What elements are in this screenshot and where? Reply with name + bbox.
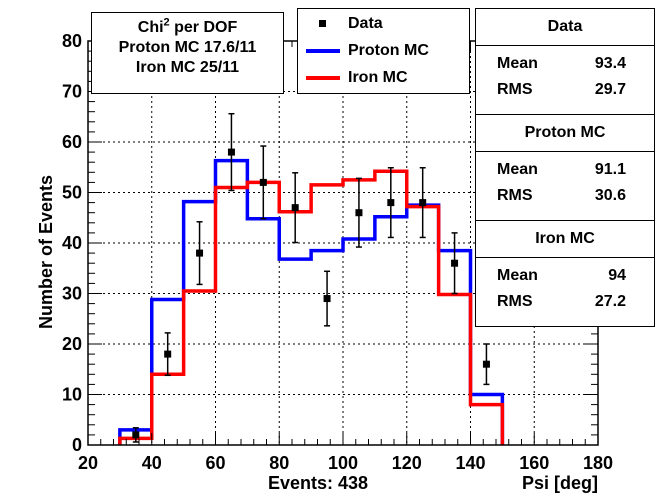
marker bbox=[451, 259, 459, 267]
y-tick-label: 40 bbox=[62, 233, 82, 253]
y-tick-label: 50 bbox=[62, 183, 82, 203]
x-tick-label: 160 bbox=[519, 453, 549, 473]
y-tick-label: 70 bbox=[62, 82, 82, 102]
data-point-65 bbox=[227, 112, 235, 192]
data-marker-icon bbox=[306, 20, 340, 28]
data-point-45 bbox=[164, 332, 172, 377]
iron-line-icon bbox=[306, 75, 340, 81]
data-point-75 bbox=[259, 145, 267, 220]
y-tick-label: 80 bbox=[62, 31, 82, 51]
y-tick-label: 20 bbox=[62, 334, 82, 354]
x-tick-label: 120 bbox=[392, 453, 422, 473]
y-tick-label: 30 bbox=[62, 284, 82, 304]
y-tick-label: 10 bbox=[62, 385, 82, 405]
x-tick-label: 100 bbox=[328, 453, 358, 473]
stats-title-data: Data bbox=[475, 8, 655, 46]
marker bbox=[291, 204, 299, 212]
y-tick-label: 0 bbox=[72, 435, 82, 455]
legend-entry-proton: Proton MC bbox=[306, 39, 429, 63]
x-tick-label: 80 bbox=[269, 453, 289, 473]
marker bbox=[227, 148, 235, 156]
stats-values-data: Mean 93.4 RMS 29.7 bbox=[475, 45, 655, 115]
marker bbox=[164, 350, 172, 358]
events-count: Events: 438 bbox=[268, 473, 368, 493]
legend-entry-data: Data bbox=[306, 12, 383, 36]
data-point-95 bbox=[323, 270, 331, 327]
chi2-box: Chi2 per DOF Proton MC 17.6/11 Iron MC 2… bbox=[91, 12, 284, 94]
legend: Data Proton MC Iron MC bbox=[297, 8, 470, 94]
marker bbox=[323, 295, 331, 303]
chi2-title: Chi2 per DOF bbox=[137, 16, 238, 36]
x-tick-label: 40 bbox=[142, 453, 162, 473]
proton-line-icon bbox=[306, 48, 340, 54]
data-point-55 bbox=[196, 221, 204, 286]
data-point-125 bbox=[419, 167, 427, 239]
data-point-115 bbox=[387, 167, 395, 239]
stats-title-iron: Iron MC bbox=[475, 220, 655, 258]
data-point-85 bbox=[291, 172, 299, 244]
step-iron-mc bbox=[118, 169, 505, 445]
marker bbox=[387, 199, 395, 207]
legend-entry-iron: Iron MC bbox=[306, 66, 408, 90]
x-tick-label: 180 bbox=[583, 453, 613, 473]
x-tick-label: 60 bbox=[205, 453, 225, 473]
x-tick-label: 20 bbox=[78, 453, 98, 473]
x-tick-label: 140 bbox=[455, 453, 485, 473]
marker bbox=[132, 431, 140, 439]
series-layer bbox=[118, 112, 505, 445]
y-tick-label: 60 bbox=[62, 132, 82, 152]
marker bbox=[355, 209, 363, 217]
marker bbox=[196, 249, 204, 257]
data-point-35 bbox=[132, 427, 140, 443]
data-point-105 bbox=[355, 177, 363, 248]
marker bbox=[259, 178, 267, 186]
data-point-135 bbox=[451, 232, 459, 295]
x-axis-label: Psi [deg] bbox=[522, 473, 598, 493]
marker bbox=[482, 360, 490, 368]
marker bbox=[419, 199, 427, 207]
tick-labels: 20 40 60 80 100 120 140 160 180 0 10 20 30 40 50 60 70 80 bbox=[62, 31, 613, 473]
chi2-iron: Iron MC 25/11 bbox=[135, 59, 240, 76]
stats-values-iron: Mean 94 RMS 27.2 bbox=[475, 257, 655, 327]
data-point-145 bbox=[482, 343, 490, 386]
stats-values-proton: Mean 91.1 RMS 30.6 bbox=[475, 151, 655, 221]
stats-title-proton: Proton MC bbox=[475, 114, 655, 152]
chi2-proton: Proton MC 17.6/11 bbox=[118, 39, 257, 56]
y-axis-label: Number of Events bbox=[36, 175, 56, 329]
